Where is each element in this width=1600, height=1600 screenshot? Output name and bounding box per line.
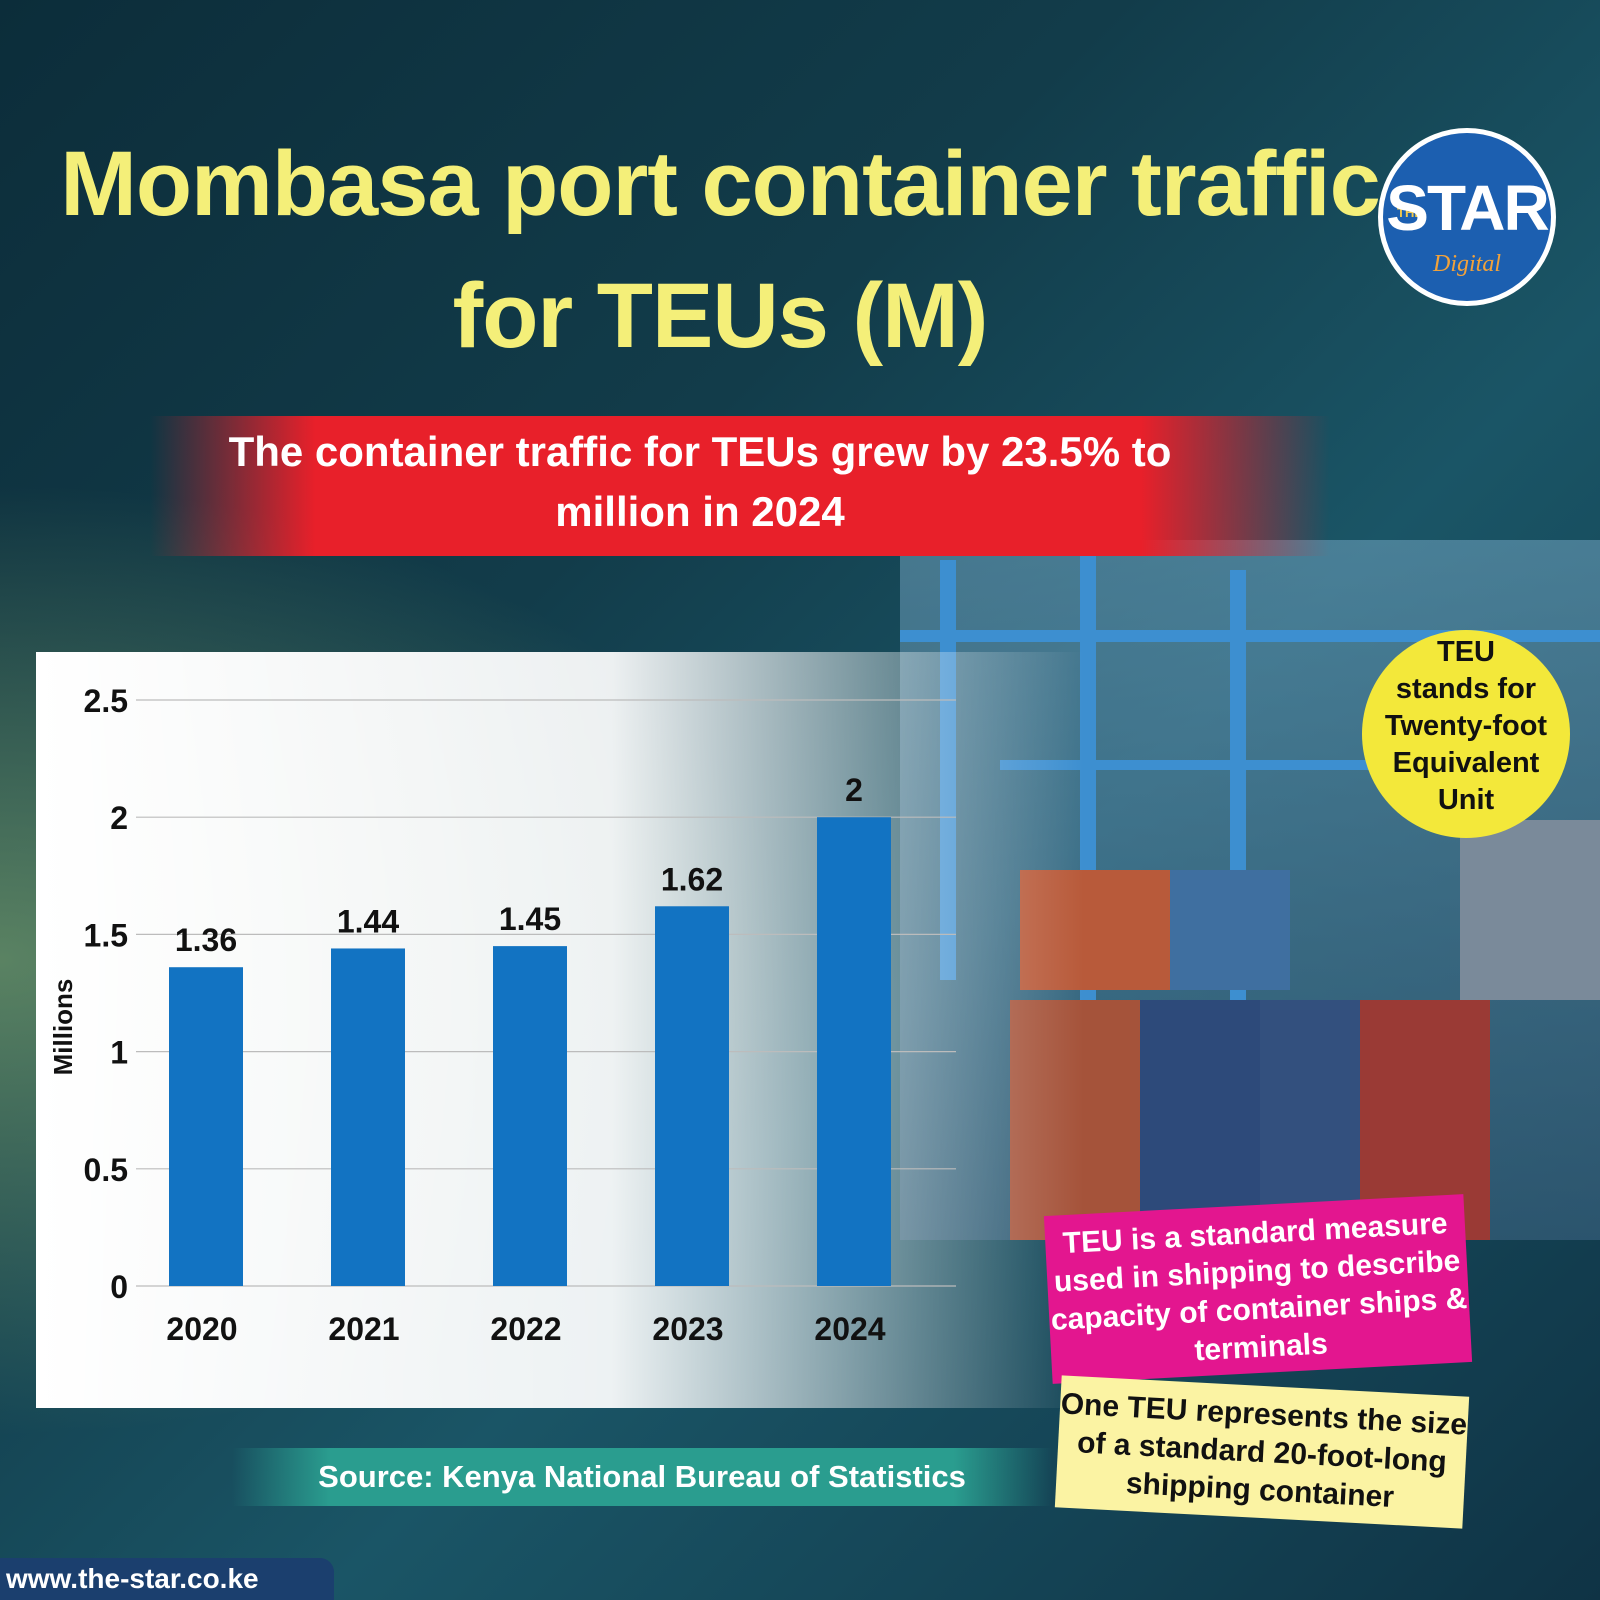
x-axis-ticks: 2020 2021 2022 2023 2024 — [166, 1311, 885, 1347]
x-tick-label: 2020 — [166, 1311, 237, 1347]
y-tick-label: 1.5 — [84, 917, 128, 953]
source-text: Source: Kenya National Bureau of Statist… — [318, 1459, 966, 1494]
source-banner — [232, 1448, 1052, 1506]
chart-subtitle: The container traffic for TEUs grew by 2… — [228, 428, 1172, 535]
y-tick-label: 2.5 — [84, 683, 128, 719]
logo-the-text: THE — [1397, 205, 1423, 220]
badge-line: Unit — [1437, 784, 1495, 816]
bars — [169, 817, 891, 1286]
x-tick-label: 2021 — [328, 1311, 399, 1347]
teu-measure-note: TEU is a standard measure used in shippi… — [1043, 1194, 1473, 1384]
x-tick-label: 2024 — [814, 1311, 885, 1347]
teu-size-note: One TEU represents the size of a standar… — [1054, 1375, 1470, 1529]
bar-2024 — [817, 817, 891, 1286]
y-tick-label: 0 — [110, 1269, 128, 1305]
bar-chart: 00.511.522.5 1.361.44 1.451.622 2020 2021 2… — [48, 683, 956, 1347]
bar-2020 — [169, 967, 243, 1286]
logo-star-text: STAR — [1386, 172, 1549, 244]
logo-digital-text: Digital — [1432, 251, 1501, 277]
value-labels: 1.36 1.44 1.45 1.62 2 — [175, 772, 863, 958]
y-tick-label: 1 — [110, 1035, 128, 1071]
value-label: 2 — [845, 772, 863, 808]
value-label: 1.36 — [175, 922, 237, 958]
bar-2021 — [331, 948, 405, 1286]
chart-title: Mombasa port container traffic for TEUs … — [60, 133, 1381, 367]
teu-definition-badge: TEU stands for Twenty-foot Equivalent Un… — [1362, 630, 1570, 838]
x-tick-label: 2022 — [490, 1311, 561, 1347]
x-tick-label: 2023 — [652, 1311, 723, 1347]
badge-line: stands for — [1395, 673, 1537, 705]
y-axis-label: Millions — [48, 979, 78, 1076]
value-label: 1.44 — [337, 903, 399, 939]
badge-line: TEU — [1437, 636, 1495, 668]
the-star-logo: THE STAR Digital — [1378, 128, 1556, 306]
website-url: www.the-star.co.ke — [0, 1558, 334, 1600]
badge-line: Equivalent — [1392, 747, 1540, 779]
bar-2022 — [493, 946, 567, 1286]
value-label: 1.62 — [661, 861, 723, 897]
bar-2023 — [655, 906, 729, 1286]
y-tick-label: 2 — [110, 800, 128, 836]
y-axis-ticks: 0 0.5 1 1.5 2 2.5 — [84, 683, 128, 1305]
subtitle-banner — [150, 416, 1330, 556]
value-label: 1.45 — [499, 901, 561, 937]
y-tick-label: 0.5 — [84, 1152, 128, 1188]
badge-line: Twenty-foot — [1384, 710, 1548, 742]
